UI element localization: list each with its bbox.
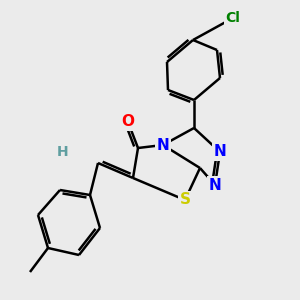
- Text: N: N: [214, 145, 226, 160]
- Text: O: O: [122, 115, 134, 130]
- Text: N: N: [157, 137, 169, 152]
- Text: N: N: [208, 178, 221, 193]
- Text: S: S: [179, 193, 191, 208]
- Text: H: H: [57, 145, 69, 159]
- Text: Cl: Cl: [226, 11, 240, 25]
